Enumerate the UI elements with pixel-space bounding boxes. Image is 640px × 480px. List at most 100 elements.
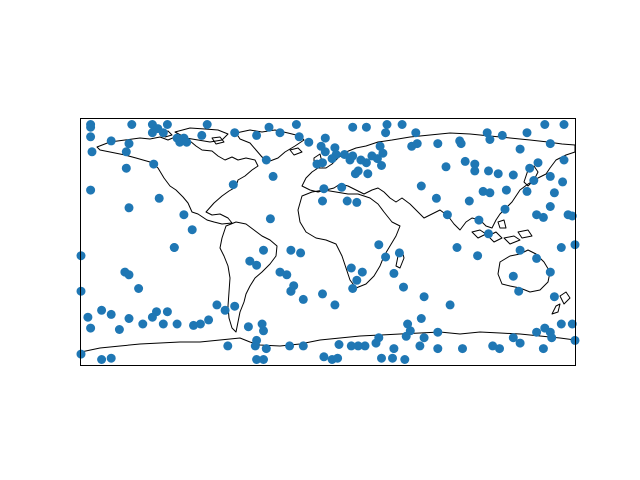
data-point-13 bbox=[540, 120, 550, 129]
data-point-22 bbox=[275, 128, 285, 138]
data-point-185 bbox=[415, 341, 425, 351]
data-point-177 bbox=[319, 352, 329, 362]
data-point-32 bbox=[106, 136, 116, 146]
data-point-81 bbox=[508, 170, 518, 180]
data-point-168 bbox=[416, 314, 426, 323]
data-point-157 bbox=[334, 340, 344, 349]
data-point-110 bbox=[532, 253, 542, 263]
data-point-61 bbox=[348, 151, 358, 161]
data-point-182 bbox=[389, 344, 399, 354]
data-point-184 bbox=[400, 355, 410, 364]
australia-coastline bbox=[497, 249, 551, 293]
data-point-49 bbox=[485, 135, 495, 144]
data-point-104 bbox=[419, 292, 429, 302]
arctic-islands-coastline bbox=[159, 127, 229, 145]
data-point-170 bbox=[86, 323, 96, 333]
data-point-148 bbox=[195, 319, 205, 329]
data-point-217 bbox=[416, 181, 426, 191]
data-point-60 bbox=[378, 148, 388, 158]
data-point-72 bbox=[149, 159, 159, 169]
data-point-179 bbox=[333, 353, 343, 363]
data-point-55 bbox=[318, 158, 327, 168]
data-point-215 bbox=[442, 210, 452, 220]
data-point-127 bbox=[230, 301, 240, 311]
data-point-14 bbox=[559, 120, 569, 129]
data-point-141 bbox=[158, 319, 168, 329]
data-point-63 bbox=[356, 155, 366, 165]
data-point-167 bbox=[433, 327, 443, 337]
data-point-66 bbox=[441, 162, 451, 172]
data-point-138 bbox=[346, 263, 356, 273]
data-point-130 bbox=[259, 245, 268, 255]
data-point-139 bbox=[352, 275, 362, 285]
data-point-85 bbox=[558, 177, 568, 187]
data-point-133 bbox=[298, 294, 308, 304]
data-point-144 bbox=[97, 305, 107, 315]
data-point-92 bbox=[228, 180, 238, 190]
data-point-27 bbox=[482, 128, 492, 138]
data-point-1 bbox=[86, 122, 96, 132]
data-point-87 bbox=[86, 185, 96, 195]
data-point-19 bbox=[197, 130, 207, 140]
data-point-33 bbox=[124, 139, 134, 149]
data-point-12 bbox=[397, 120, 407, 129]
data-point-58 bbox=[353, 166, 363, 176]
data-point-189 bbox=[532, 327, 542, 337]
data-point-86 bbox=[549, 188, 559, 198]
data-point-125 bbox=[212, 300, 222, 310]
data-point-25 bbox=[381, 128, 391, 138]
data-point-84 bbox=[559, 155, 569, 165]
data-point-51 bbox=[545, 139, 555, 149]
data-point-183 bbox=[433, 344, 443, 354]
data-point-64 bbox=[372, 154, 382, 164]
data-point-82 bbox=[525, 163, 535, 173]
data-point-116 bbox=[134, 284, 144, 293]
data-point-120 bbox=[83, 312, 93, 322]
data-point-210 bbox=[529, 176, 539, 185]
data-point-173 bbox=[114, 325, 124, 334]
data-point-154 bbox=[250, 341, 260, 351]
data-point-180 bbox=[377, 353, 386, 363]
data-point-115 bbox=[124, 270, 134, 280]
data-point-174 bbox=[252, 355, 262, 364]
data-point-31 bbox=[87, 147, 97, 157]
data-point-102 bbox=[389, 268, 399, 278]
data-point-79 bbox=[363, 169, 373, 179]
data-point-53 bbox=[261, 155, 271, 165]
data-point-71 bbox=[121, 163, 131, 173]
data-point-218 bbox=[484, 229, 493, 239]
data-point-30 bbox=[86, 132, 96, 142]
data-point-119 bbox=[124, 314, 134, 323]
data-point-65 bbox=[377, 161, 386, 170]
data-point-146 bbox=[189, 320, 198, 330]
data-point-21 bbox=[252, 130, 262, 140]
data-point-197 bbox=[538, 344, 548, 354]
data-point-199 bbox=[515, 245, 525, 255]
data-point-74 bbox=[319, 184, 329, 194]
data-point-11 bbox=[382, 120, 392, 129]
data-point-75 bbox=[318, 196, 327, 206]
data-point-129 bbox=[252, 260, 262, 270]
data-point-28 bbox=[497, 130, 507, 140]
data-point-23 bbox=[294, 132, 304, 142]
data-point-160 bbox=[353, 341, 363, 351]
data-point-78 bbox=[352, 197, 362, 207]
data-point-91 bbox=[187, 225, 197, 235]
data-point-67 bbox=[460, 156, 470, 166]
data-point-186 bbox=[458, 344, 467, 354]
data-point-165 bbox=[403, 319, 413, 329]
data-point-15 bbox=[147, 128, 157, 138]
data-point-16 bbox=[158, 128, 168, 138]
data-point-209 bbox=[522, 186, 532, 196]
data-point-43 bbox=[375, 141, 385, 151]
data-point-135 bbox=[330, 300, 340, 310]
antarctica-coastline bbox=[80, 331, 576, 353]
data-point-73 bbox=[268, 171, 278, 181]
greenland-coastline bbox=[235, 129, 305, 162]
data-point-36 bbox=[304, 137, 314, 147]
data-point-9 bbox=[348, 122, 358, 132]
data-point-166 bbox=[405, 326, 415, 336]
data-point-88 bbox=[154, 193, 164, 203]
data-point-76 bbox=[337, 182, 347, 192]
data-point-202 bbox=[545, 202, 555, 211]
